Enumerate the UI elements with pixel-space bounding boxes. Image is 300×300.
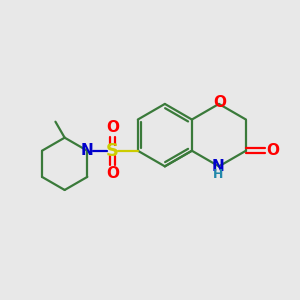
Text: O: O [266,143,279,158]
Text: H: H [213,168,224,181]
Text: O: O [106,166,119,181]
Text: N: N [81,143,94,158]
Text: O: O [213,95,226,110]
Text: S: S [106,142,119,160]
Text: O: O [106,120,119,135]
Text: N: N [212,159,225,174]
